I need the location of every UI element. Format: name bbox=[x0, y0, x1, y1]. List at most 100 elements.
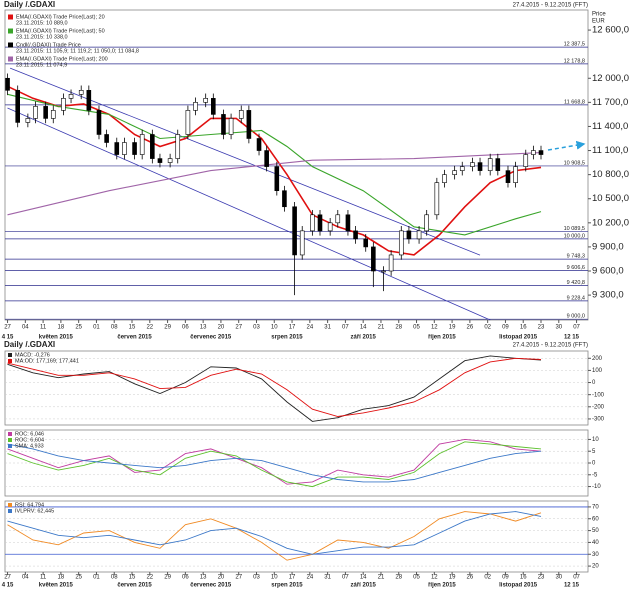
candle-body bbox=[363, 238, 369, 248]
y-tick-label: 40 bbox=[592, 540, 599, 546]
period-label: srpen 2015 bbox=[271, 335, 303, 341]
x-tick-label: 13 bbox=[200, 575, 207, 581]
period-label: červenec 2015 bbox=[190, 583, 232, 589]
x-tick-label: 04 bbox=[22, 575, 29, 581]
level-label: 9 748,3 bbox=[567, 254, 585, 260]
legend-label: MACD: -0,276 bbox=[15, 352, 50, 358]
candle-body bbox=[274, 166, 280, 191]
period-label: říjen 2015 bbox=[428, 335, 456, 341]
level-label: 9 000,0 bbox=[567, 314, 585, 320]
x-tick-label: 24 bbox=[306, 575, 313, 581]
period-label: květen 2015 bbox=[39, 583, 74, 589]
x-tick-label: 11 bbox=[40, 575, 47, 581]
y-tick-label: 10 800,0 bbox=[592, 169, 629, 180]
candle-body bbox=[104, 134, 109, 143]
x-tick-label: 07 bbox=[573, 575, 580, 581]
y-tick-label: 50 bbox=[592, 528, 599, 534]
legend-swatch bbox=[8, 14, 13, 20]
axis-unit: EUR bbox=[592, 19, 605, 25]
candle-body bbox=[68, 94, 74, 99]
legend-label: SMA: 4,933 bbox=[15, 443, 44, 449]
candle-body bbox=[264, 150, 269, 167]
candle-body bbox=[167, 158, 173, 163]
candle-body bbox=[221, 114, 226, 135]
candle-body bbox=[185, 110, 191, 135]
candle-body bbox=[531, 150, 536, 155]
x-tick-label: 31 bbox=[324, 325, 331, 331]
candle-body bbox=[505, 170, 511, 183]
level-label: 10 000,0 bbox=[564, 233, 585, 239]
y-tick-label: 0 bbox=[592, 380, 596, 386]
y-tick-label: 20 bbox=[592, 564, 599, 570]
legend-label: EMA(/.GDAXI) Trade Price(Last); 50 bbox=[16, 28, 105, 34]
x-tick-label: 10 bbox=[271, 325, 278, 331]
period-label: červenec 2015 bbox=[190, 335, 232, 341]
indicator-line bbox=[7, 511, 542, 561]
level-label: 9 606,6 bbox=[567, 265, 585, 271]
x-tick-label: 17 bbox=[289, 575, 296, 581]
x-tick-label: 20 bbox=[218, 575, 225, 581]
candle-body bbox=[175, 134, 181, 159]
panel-title: Daily /.GDAXI bbox=[4, 340, 55, 349]
y-tick-label: 0 bbox=[592, 461, 596, 467]
candle-body bbox=[114, 142, 120, 155]
period-label: září 2015 bbox=[351, 583, 377, 589]
candle-body bbox=[388, 254, 394, 272]
candle-body bbox=[406, 230, 412, 240]
x-tick-label: 25 bbox=[75, 325, 82, 331]
candle-body bbox=[477, 162, 483, 171]
legend-label: ROC: 6,046 bbox=[15, 431, 44, 437]
period-label: květen 2015 bbox=[39, 335, 74, 341]
x-tick-label: 15 bbox=[129, 325, 136, 331]
y-tick-label: 9 600,0 bbox=[592, 266, 624, 277]
x-tick-label: 22 bbox=[146, 325, 153, 331]
legend-swatch bbox=[8, 509, 12, 513]
y-tick-label: -5 bbox=[592, 472, 598, 478]
x-tick-label: 30 bbox=[555, 575, 562, 581]
x-tick-label: 10 bbox=[271, 575, 278, 581]
x-tick-label: 04 bbox=[22, 325, 29, 331]
indicator-line bbox=[7, 93, 542, 236]
period-label: srpen 2015 bbox=[271, 583, 303, 589]
x-tick-label: 27 bbox=[4, 575, 11, 581]
x-tick-label: 08 bbox=[111, 325, 118, 331]
candle-body bbox=[122, 142, 127, 155]
level-label: 12 178,8 bbox=[564, 58, 585, 64]
y-tick-label: 30 bbox=[592, 552, 599, 558]
legend-swatch bbox=[8, 359, 12, 363]
y-tick-label: 12 600,0 bbox=[592, 25, 629, 36]
candle-body bbox=[416, 230, 422, 240]
legend-swatch bbox=[8, 438, 12, 442]
x-tick-label: 27 bbox=[4, 325, 11, 331]
x-tick-label: 12 bbox=[431, 325, 438, 331]
y-tick-label: 100 bbox=[592, 368, 603, 374]
candle-body bbox=[434, 182, 440, 216]
candle-body bbox=[282, 190, 287, 208]
level-label: 10 089,5 bbox=[564, 226, 585, 232]
x-tick-label: 14 bbox=[360, 575, 367, 581]
indicator-line bbox=[7, 152, 542, 216]
indicator-line bbox=[7, 357, 542, 417]
period-label: říjen 2015 bbox=[428, 583, 456, 589]
x-tick-label: 27 bbox=[235, 575, 242, 581]
legend-value: 23.11.2015: 10 338,0 bbox=[16, 34, 68, 40]
candle-body bbox=[317, 214, 323, 232]
x-tick-label: 19 bbox=[449, 575, 456, 581]
candle-body bbox=[353, 230, 358, 240]
candle-body bbox=[371, 246, 376, 272]
legend-swatch bbox=[8, 42, 13, 48]
legend-value: 23.11.2015: 11 074,9 bbox=[16, 62, 67, 68]
candle-body bbox=[193, 102, 198, 111]
y-tick-label: -10 bbox=[592, 484, 601, 490]
x-tick-label: 27 bbox=[235, 325, 242, 331]
legend-label: ROC: 6,604 bbox=[15, 437, 44, 443]
y-tick-label: 60 bbox=[592, 516, 599, 522]
x-tick-label: 07 bbox=[573, 325, 580, 331]
x-tick-label: 26 bbox=[467, 325, 474, 331]
x-tick-label: 09 bbox=[502, 325, 509, 331]
candle-body bbox=[452, 170, 457, 175]
candle-body bbox=[381, 270, 386, 273]
legend-value: 23.11.2015: 10 889,0 bbox=[16, 20, 68, 26]
